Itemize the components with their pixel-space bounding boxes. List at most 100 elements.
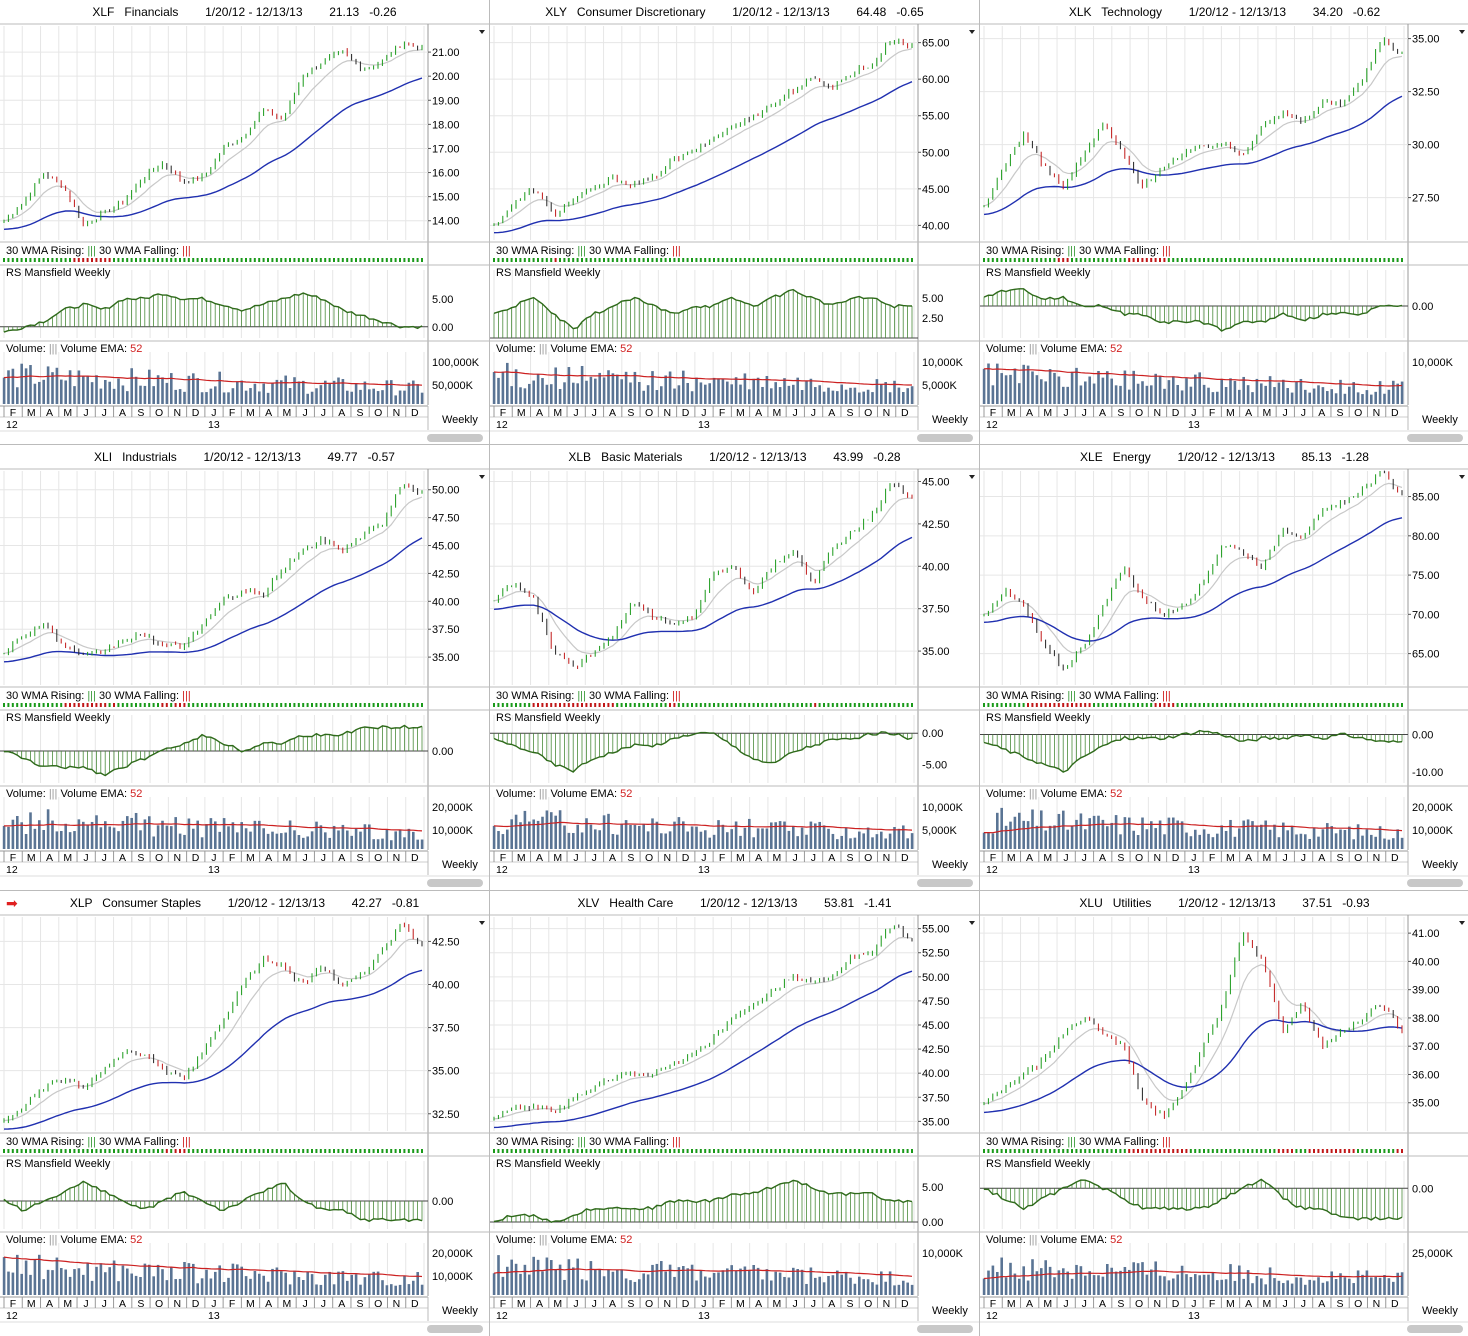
volume-bar bbox=[1145, 1274, 1149, 1295]
period-selector[interactable]: Weekly bbox=[442, 414, 478, 426]
chart-panel-xlu[interactable]: XLU Utilities 1/20/12 - 12/13/13 37.51 -… bbox=[980, 891, 1468, 1335]
volume-bar bbox=[2, 377, 6, 404]
wma-status-dot bbox=[704, 258, 707, 262]
wma-status-dot bbox=[515, 1149, 517, 1153]
volume-bar bbox=[412, 1280, 415, 1295]
chart-svg[interactable]: 55.0052.5050.0047.5045.0042.5040.0037.50… bbox=[490, 891, 979, 1335]
wma-status-dot bbox=[537, 258, 539, 262]
ohlc-bars bbox=[3, 922, 423, 1124]
wma-status-dot bbox=[889, 258, 891, 262]
wma-status-dot bbox=[752, 258, 755, 262]
volume-bar bbox=[1079, 1266, 1083, 1295]
month-label: J bbox=[701, 407, 706, 419]
period-selector[interactable]: Weekly bbox=[1422, 414, 1458, 426]
wma-status-dot bbox=[765, 1149, 768, 1153]
menu-triangle-icon[interactable] bbox=[479, 921, 485, 925]
wma-status-dot bbox=[567, 703, 570, 707]
volume-bar bbox=[1251, 821, 1254, 849]
sector-name: Health Care bbox=[609, 896, 674, 910]
horizontal-scrollbar[interactable] bbox=[427, 1325, 483, 1333]
menu-triangle-icon[interactable] bbox=[969, 475, 975, 479]
menu-triangle-icon[interactable] bbox=[1459, 475, 1465, 479]
volume-bar bbox=[236, 832, 239, 849]
volume-label: Volume: bbox=[6, 1234, 46, 1246]
menu-triangle-icon[interactable] bbox=[969, 30, 975, 34]
menu-triangle-icon[interactable] bbox=[1459, 921, 1465, 925]
price-tick-label: 47.50 bbox=[432, 513, 460, 525]
price-change: -0.81 bbox=[391, 896, 420, 910]
wma-status-dot bbox=[1326, 258, 1329, 262]
volume-bar bbox=[156, 825, 160, 849]
period-selector[interactable]: Weekly bbox=[932, 414, 968, 426]
horizontal-scrollbar[interactable] bbox=[427, 879, 483, 887]
chart-svg[interactable]: 50.0047.5045.0042.5040.0037.5035.000.002… bbox=[0, 445, 489, 889]
horizontal-scrollbar[interactable] bbox=[917, 434, 973, 442]
horizontal-scrollbar[interactable] bbox=[917, 1325, 973, 1333]
price-tick-label: 18.00 bbox=[432, 119, 460, 131]
wma-status-dot bbox=[1348, 1149, 1351, 1153]
chart-svg[interactable]: 21.0020.0019.0018.0017.0016.0015.0014.00… bbox=[0, 0, 489, 444]
horizontal-scrollbar[interactable] bbox=[1407, 434, 1463, 442]
volume-bar bbox=[20, 363, 23, 404]
chart-panel-xlf[interactable]: XLF Financials 1/20/12 - 12/13/13 21.13 … bbox=[0, 0, 489, 444]
volume-bar bbox=[875, 834, 879, 849]
volume-bar bbox=[275, 833, 279, 849]
volume-bar bbox=[756, 377, 760, 404]
chart-panel-xlp[interactable]: ➡ XLP Consumer Staples 1/20/12 - 12/13/13… bbox=[0, 891, 489, 1335]
chart-svg[interactable]: 85.0080.0075.0070.0065.000.00-10.0020,00… bbox=[980, 445, 1468, 889]
period-selector[interactable]: Weekly bbox=[932, 859, 968, 871]
period-selector[interactable]: Weekly bbox=[1422, 1305, 1458, 1317]
month-label: M bbox=[1043, 852, 1052, 864]
wma-status-dot bbox=[996, 703, 999, 707]
volume-bar bbox=[1383, 838, 1386, 849]
horizontal-scrollbar[interactable] bbox=[917, 879, 973, 887]
horizontal-scrollbar[interactable] bbox=[1407, 879, 1463, 887]
chart-panel-xli[interactable]: XLI Industrials 1/20/12 - 12/13/13 49.77… bbox=[0, 445, 489, 889]
wma-status-dot bbox=[515, 703, 517, 707]
volume-bar bbox=[616, 374, 619, 404]
horizontal-scrollbar[interactable] bbox=[1407, 1325, 1463, 1333]
period-selector[interactable]: Weekly bbox=[442, 859, 478, 871]
menu-triangle-icon[interactable] bbox=[969, 921, 975, 925]
wma-status-dot bbox=[355, 1149, 357, 1153]
chart-panel-xlv[interactable]: XLV Health Care 1/20/12 - 12/13/13 53.81… bbox=[490, 891, 979, 1335]
wma-status-dot bbox=[897, 1149, 900, 1153]
month-label: D bbox=[682, 407, 690, 419]
volume-glyph: ||| bbox=[538, 1234, 548, 1246]
month-label: J bbox=[1301, 852, 1306, 864]
menu-triangle-icon[interactable] bbox=[479, 30, 485, 34]
chart-panel-xlb[interactable]: XLB Basic Materials 1/20/12 - 12/13/13 4… bbox=[490, 445, 979, 889]
wma-status-dot bbox=[1071, 258, 1073, 262]
chart-svg[interactable]: 65.0060.0055.0050.0045.0040.005.002.5010… bbox=[490, 0, 979, 444]
horizontal-scrollbar[interactable] bbox=[427, 434, 483, 442]
volume-bar bbox=[29, 365, 32, 404]
period-selector[interactable]: Weekly bbox=[1422, 859, 1458, 871]
wma-status-dot bbox=[691, 703, 693, 707]
chart-svg[interactable]: 42.5040.0037.5035.0032.500.0020,000K10,0… bbox=[0, 891, 489, 1335]
chart-panel-xly[interactable]: XLY Consumer Discretionary 1/20/12 - 12/… bbox=[490, 0, 979, 444]
wma-status-dot bbox=[620, 1149, 623, 1153]
chart-svg[interactable]: 41.0040.0039.0038.0037.0036.0035.000.002… bbox=[980, 891, 1468, 1335]
wma-status-dot bbox=[1251, 1149, 1254, 1153]
menu-triangle-icon[interactable] bbox=[1459, 30, 1465, 34]
period-selector[interactable]: Weekly bbox=[932, 1305, 968, 1317]
volume-bar bbox=[1128, 1269, 1131, 1295]
wma-status-dot bbox=[748, 258, 751, 262]
wma-status-dot bbox=[205, 1149, 208, 1153]
chart-panel-xle[interactable]: XLE Energy 1/20/12 - 12/13/13 85.13 -1.2… bbox=[980, 445, 1468, 889]
menu-triangle-icon[interactable] bbox=[479, 475, 485, 479]
period-selector[interactable]: Weekly bbox=[442, 1305, 478, 1317]
volume-legend: Volume: ||| Volume EMA: 52 bbox=[6, 343, 142, 355]
wma-status-dot bbox=[372, 1149, 375, 1153]
wma-status-dot bbox=[987, 1149, 990, 1153]
rs-title-label: RS Mansfield Weekly bbox=[496, 267, 601, 279]
chart-svg[interactable]: 45.0042.5040.0037.5035.000.00-5.0010,000… bbox=[490, 445, 979, 889]
chart-panel-xlk[interactable]: XLK Technology 1/20/12 - 12/13/13 34.20 … bbox=[980, 0, 1468, 444]
wma-status-strip bbox=[983, 703, 1403, 707]
wma-status-dot bbox=[341, 703, 344, 707]
wma-status-dot bbox=[275, 1149, 278, 1153]
wma-status-dot bbox=[497, 258, 500, 262]
wma-status-dot bbox=[64, 1149, 67, 1153]
volume-bar bbox=[1317, 836, 1320, 849]
